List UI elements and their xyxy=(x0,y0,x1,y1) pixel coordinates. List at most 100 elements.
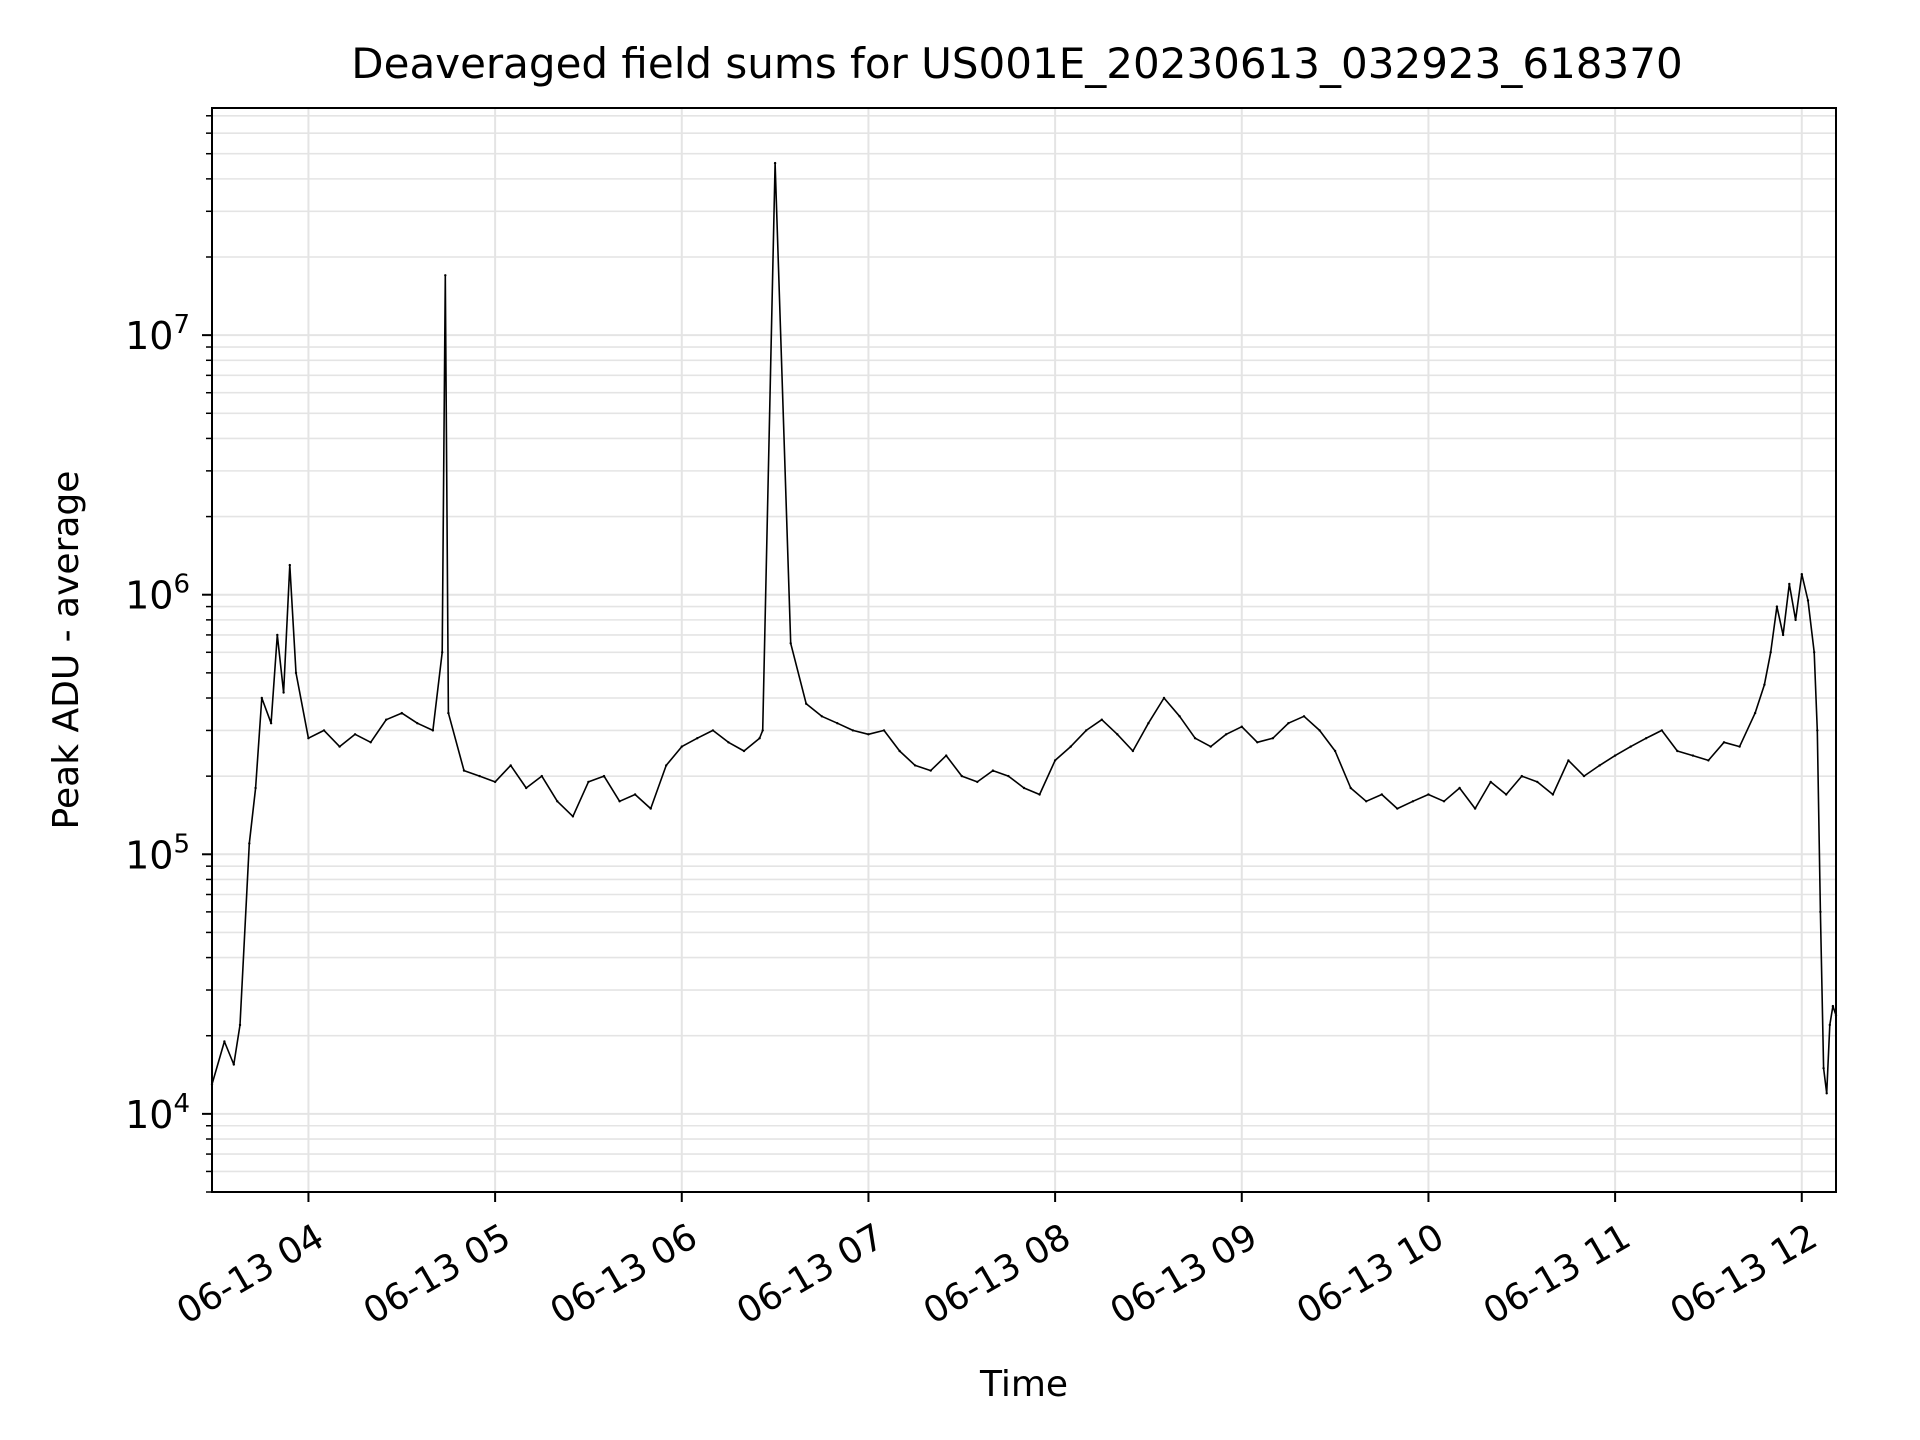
data-point xyxy=(1707,759,1710,762)
y-tick-base: 10 xyxy=(125,833,173,877)
y-tick-exponent: 5 xyxy=(173,829,190,859)
data-point xyxy=(1053,759,1057,762)
data-point xyxy=(680,745,683,748)
data-point xyxy=(288,563,291,567)
data-point xyxy=(1598,764,1601,767)
data-point xyxy=(369,741,372,744)
data-point xyxy=(945,754,948,757)
data-point xyxy=(1800,573,1804,576)
data-point xyxy=(1781,633,1785,637)
data-point xyxy=(587,780,590,784)
data-point xyxy=(805,702,808,705)
data-point xyxy=(773,161,777,165)
data-point xyxy=(761,729,764,732)
y-tick-exponent: 4 xyxy=(173,1089,190,1119)
data-point xyxy=(1271,737,1275,740)
data-point xyxy=(976,780,979,784)
y-tick-label: 104 xyxy=(125,1089,190,1137)
data-point xyxy=(1349,786,1352,790)
data-point xyxy=(727,741,730,744)
data-point xyxy=(571,815,575,818)
data-point xyxy=(385,718,388,721)
data-point xyxy=(1038,793,1041,796)
data-point xyxy=(1396,807,1399,810)
data-point xyxy=(282,691,285,694)
data-point xyxy=(1131,749,1135,753)
data-point xyxy=(1629,745,1632,748)
data-point xyxy=(633,793,637,796)
data-point xyxy=(1660,729,1664,732)
data-point xyxy=(758,737,761,740)
data-point xyxy=(1520,774,1524,778)
y-axis-label: Peak ADU - average xyxy=(46,471,87,830)
data-point xyxy=(509,764,512,767)
data-point xyxy=(1411,800,1415,803)
data-point xyxy=(1069,745,1072,748)
data-point xyxy=(254,786,257,790)
data-point xyxy=(1209,745,1212,748)
data-point xyxy=(1178,715,1181,718)
data-point xyxy=(1116,733,1119,736)
data-point xyxy=(1162,696,1166,700)
data-point xyxy=(820,715,823,718)
y-tick-exponent: 7 xyxy=(173,310,190,340)
data-point xyxy=(929,769,932,772)
data-point xyxy=(1788,582,1791,586)
data-point xyxy=(1302,715,1306,718)
data-point xyxy=(742,749,746,753)
data-point xyxy=(444,274,447,277)
data-point xyxy=(1582,774,1586,778)
data-point xyxy=(649,807,652,810)
data-point xyxy=(338,745,341,748)
data-point xyxy=(441,651,444,654)
data-point xyxy=(1769,651,1772,654)
data-point xyxy=(851,729,855,732)
data-point xyxy=(1256,741,1259,744)
data-point xyxy=(556,800,559,803)
data-point xyxy=(322,729,326,732)
data-point xyxy=(1794,618,1797,622)
data-point xyxy=(1007,774,1010,778)
data-point xyxy=(1676,749,1679,753)
data-point xyxy=(1225,733,1228,736)
data-point xyxy=(1753,711,1757,715)
data-point xyxy=(1022,786,1026,790)
y-tick-base: 10 xyxy=(125,574,173,618)
data-point xyxy=(1831,1004,1835,1008)
data-point xyxy=(276,633,279,637)
y-tick-label: 105 xyxy=(125,829,190,877)
data-point xyxy=(991,769,995,772)
data-point xyxy=(1193,737,1197,740)
data-point xyxy=(307,737,310,740)
data-point xyxy=(789,642,792,645)
data-point xyxy=(882,729,886,732)
data-point xyxy=(1816,729,1819,732)
data-point xyxy=(1318,729,1321,732)
data-series xyxy=(210,161,1838,1095)
data-point xyxy=(294,671,298,675)
y-tick-exponent: 6 xyxy=(173,570,190,600)
data-point xyxy=(1473,807,1477,810)
data-point xyxy=(898,749,901,753)
data-point xyxy=(665,764,668,767)
data-point xyxy=(493,780,497,784)
data-point xyxy=(1380,793,1384,796)
data-point xyxy=(867,733,870,736)
data-point xyxy=(1551,793,1555,796)
data-point xyxy=(1763,683,1766,686)
data-point xyxy=(618,800,621,803)
data-point xyxy=(400,711,403,715)
y-tick-label: 106 xyxy=(125,570,190,618)
data-point xyxy=(1819,910,1822,914)
data-point xyxy=(416,722,419,725)
data-point xyxy=(1240,725,1244,728)
data-point xyxy=(1147,722,1150,725)
data-point xyxy=(223,1040,226,1043)
data-point xyxy=(353,733,357,736)
data-point xyxy=(1775,605,1779,608)
data-point xyxy=(1822,1067,1825,1070)
data-point xyxy=(269,722,273,725)
